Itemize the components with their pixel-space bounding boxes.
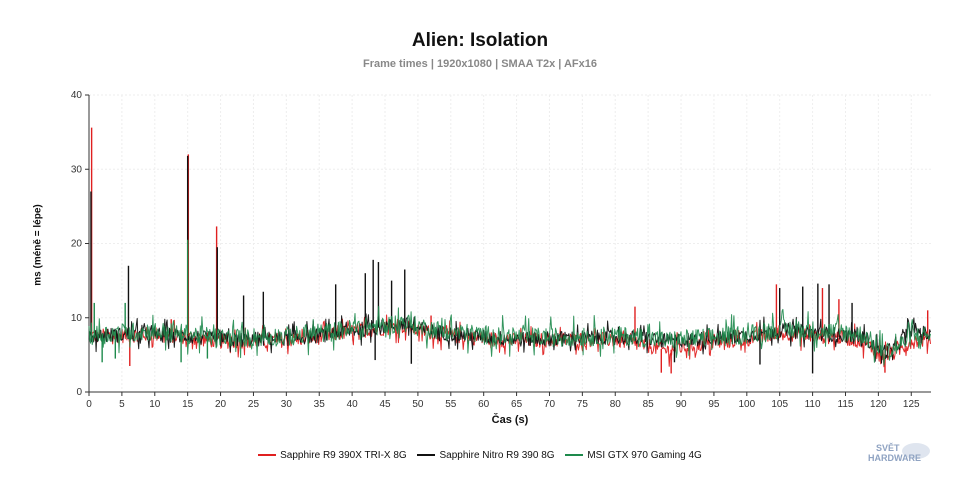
legend-label: MSI GTX 970 Gaming 4G [587, 450, 702, 461]
x-tick-label: 80 [610, 399, 622, 410]
x-tick-label: 15 [182, 399, 194, 410]
legend-swatch [258, 454, 277, 457]
legend-swatch [417, 454, 436, 457]
y-tick-label: 0 [76, 387, 82, 398]
x-tick-label: 25 [248, 399, 260, 410]
svet-hardware-logo: SVĚT HARDWARE [868, 442, 930, 463]
legend-label: Sapphire R9 390X TRI-X 8G [280, 450, 407, 461]
x-tick-label: 120 [870, 399, 887, 410]
chart-title: Alien: Isolation [411, 30, 549, 51]
x-tick-label: 90 [675, 399, 687, 410]
x-tick-label: 100 [738, 399, 755, 410]
legend-item-nitro-390: Sapphire Nitro R9 390 8G [417, 450, 555, 461]
x-tick-label: 30 [281, 399, 293, 410]
x-tick-label: 70 [544, 399, 556, 410]
legend-item-gtx970: MSI GTX 970 Gaming 4G [565, 450, 702, 461]
x-tick-label: 75 [577, 399, 589, 410]
y-tick-label: 30 [71, 164, 83, 175]
y-tick-label: 20 [71, 239, 83, 250]
x-tick-label: 95 [708, 399, 720, 410]
x-tick-label: 60 [478, 399, 490, 410]
x-tick-label: 0 [86, 399, 92, 410]
x-tick-label: 40 [347, 399, 359, 410]
x-tick-label: 125 [903, 399, 920, 410]
x-tick-label: 65 [511, 399, 523, 410]
x-tick-label: 50 [412, 399, 424, 410]
x-tick-label: 110 [805, 399, 821, 410]
x-tick-label: 105 [771, 399, 788, 410]
legend-swatch [565, 454, 584, 457]
legend: Sapphire R9 390X TRI-X 8G Sapphire Nitro… [0, 450, 960, 461]
logo-line2: HARDWARE [868, 453, 921, 463]
x-axis-label: Čas (s) [491, 414, 529, 426]
x-tick-label: 5 [119, 399, 125, 410]
x-tick-label: 55 [445, 399, 457, 410]
y-tick-label: 40 [71, 90, 83, 101]
logo-line1: SVĚT [876, 442, 900, 453]
x-tick-label: 45 [379, 399, 391, 410]
chart-plot: 0 5 10 15 20 25 30 35 40 45 50 55 60 65 70 75 80 85 90 95 10… [71, 90, 931, 410]
legend-label: Sapphire Nitro R9 390 8G [439, 450, 555, 461]
y-tick-label: 10 [71, 313, 83, 324]
x-tick-label: 10 [149, 399, 161, 410]
legend-item-390x: Sapphire R9 390X TRI-X 8G [258, 450, 407, 461]
x-tick-label: 35 [314, 399, 326, 410]
chart-subtitle: Frame times | 1920x1080 | SMAA T2x | AFx… [362, 58, 598, 70]
x-tick-label: 85 [643, 399, 655, 410]
x-tick-label: 115 [838, 399, 854, 410]
x-tick-label: 20 [215, 399, 227, 410]
series-line-2 [88, 305, 931, 366]
